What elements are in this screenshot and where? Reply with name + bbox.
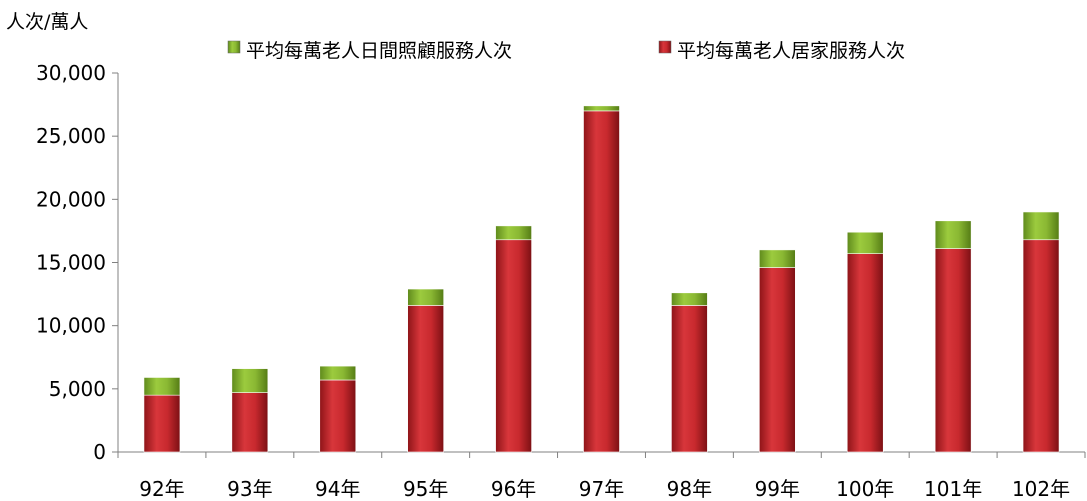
legend-label: 平均每萬老人日間照顧服務人次: [246, 40, 512, 62]
x-tick-label: 95年: [403, 477, 448, 501]
bar-segment-home-service: [934, 248, 972, 453]
bar-segment-day-care: [319, 365, 357, 381]
legend-swatch: [227, 40, 241, 54]
bar-segment-home-service: [671, 305, 708, 453]
bar-segment-home-service: [583, 110, 620, 453]
bar-segment-home-service: [231, 392, 269, 453]
y-axis-ticks: 0 5,000 10,000 15,000 20,000 25,000 30,000: [36, 61, 118, 464]
bar-segment-home-service: [846, 253, 884, 453]
bar-segment-day-care: [231, 368, 269, 393]
x-tick-label: 102年: [1012, 477, 1070, 501]
x-tick-label: 98年: [667, 477, 712, 501]
y-tick-label: 30,000: [36, 61, 106, 85]
bar-segment-day-care: [583, 105, 620, 112]
bar-segment-day-care: [671, 292, 708, 306]
bar-segment-home-service: [143, 394, 181, 453]
bar-segment-home-service: [1022, 239, 1060, 453]
x-tick-label: 94年: [315, 477, 360, 501]
y-tick-label: 0: [93, 440, 106, 464]
bar-segment-day-care: [934, 220, 972, 249]
y-tick-label: 10,000: [36, 314, 106, 338]
legend: 平均每萬老人日間照顧服務人次 平均每萬老人居家服務人次: [227, 40, 905, 62]
bar-segment-day-care: [1022, 211, 1060, 241]
bar-segment-day-care: [143, 377, 181, 396]
bar-segment-day-care: [846, 231, 884, 254]
x-tick-label: 101年: [924, 477, 982, 501]
y-tick-label: 5,000: [49, 377, 106, 401]
legend-swatch: [658, 40, 672, 54]
y-tick-label: 20,000: [36, 187, 106, 211]
y-axis-unit: 人次/萬人: [6, 11, 88, 33]
x-tick-label: 96年: [491, 477, 536, 501]
x-tick-label: 100年: [836, 477, 894, 501]
x-tick-label: 92年: [139, 477, 184, 501]
x-tick-label: 93年: [227, 477, 272, 501]
bar-segment-day-care: [495, 225, 532, 241]
bar-segment-home-service: [407, 305, 444, 453]
bar-segment-home-service: [759, 267, 796, 453]
bar-segment-home-service: [319, 379, 357, 453]
bar-segment-home-service: [495, 239, 532, 453]
x-tick-label: 97年: [579, 477, 624, 501]
bars: [143, 105, 1060, 453]
x-tick-label: 99年: [755, 477, 800, 501]
y-tick-label: 15,000: [36, 251, 106, 275]
x-axis-ticks: 92年 93年 94年 95年 96年 97年 98年 99年 100年 101年 102年: [117, 452, 1086, 501]
legend-label: 平均每萬老人居家服務人次: [677, 40, 905, 62]
bar-segment-day-care: [407, 288, 444, 306]
bar-segment-day-care: [759, 249, 796, 268]
y-tick-label: 25,000: [36, 124, 106, 148]
